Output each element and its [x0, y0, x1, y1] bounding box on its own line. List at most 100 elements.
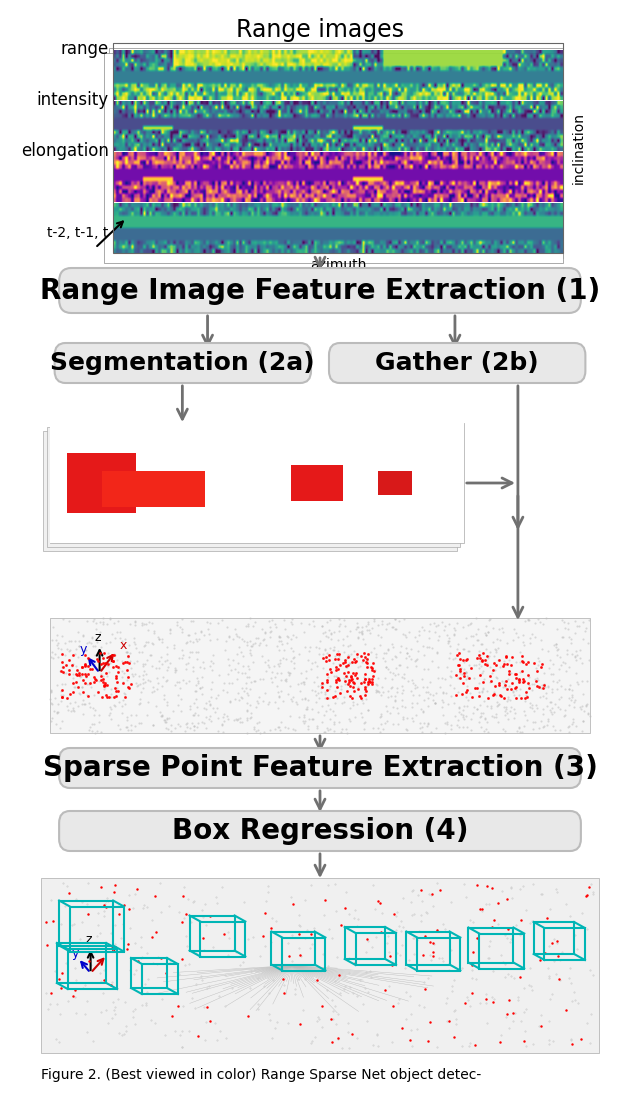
- Point: [254, 688, 264, 706]
- Point: [479, 651, 490, 669]
- Point: [117, 652, 127, 670]
- Point: [493, 639, 504, 657]
- Point: [538, 679, 548, 697]
- Point: [46, 682, 56, 700]
- Point: [511, 722, 522, 740]
- Point: [346, 644, 356, 662]
- Point: [360, 678, 370, 696]
- Point: [298, 673, 308, 691]
- Point: [442, 632, 452, 650]
- Point: [251, 722, 261, 740]
- Point: [396, 691, 406, 709]
- Point: [185, 697, 195, 715]
- Point: [47, 618, 58, 636]
- Point: [563, 718, 573, 736]
- Point: [337, 630, 348, 648]
- Point: [257, 647, 268, 664]
- Point: [328, 715, 339, 732]
- Point: [223, 657, 234, 674]
- Point: [527, 624, 538, 642]
- Point: [117, 697, 127, 715]
- Point: [109, 647, 120, 664]
- Point: [108, 646, 118, 663]
- Point: [242, 709, 252, 727]
- Point: [212, 630, 222, 648]
- Point: [239, 632, 250, 650]
- Point: [500, 677, 510, 695]
- Point: [103, 644, 113, 662]
- Point: [511, 652, 521, 670]
- Point: [456, 659, 466, 677]
- Point: [444, 614, 454, 632]
- Point: [197, 668, 207, 686]
- Point: [500, 722, 510, 740]
- Point: [527, 720, 538, 738]
- Point: [583, 634, 593, 652]
- Point: [334, 713, 344, 731]
- Point: [431, 719, 441, 737]
- Point: [353, 658, 364, 676]
- Point: [234, 710, 244, 728]
- Point: [53, 703, 63, 721]
- Point: [437, 693, 447, 711]
- Point: [499, 656, 509, 673]
- Point: [388, 663, 398, 681]
- Point: [287, 615, 297, 633]
- Point: [93, 683, 103, 701]
- Point: [524, 676, 534, 693]
- Point: [272, 678, 282, 696]
- Point: [362, 701, 372, 719]
- Point: [62, 697, 72, 715]
- Point: [418, 703, 428, 721]
- Point: [273, 632, 284, 650]
- Point: [360, 678, 371, 696]
- Point: [424, 673, 435, 691]
- Point: [170, 661, 180, 679]
- Point: [170, 677, 180, 695]
- Point: [347, 653, 357, 671]
- Point: [474, 646, 484, 663]
- Point: [89, 686, 99, 703]
- Point: [83, 687, 93, 705]
- Point: [304, 710, 314, 728]
- Point: [392, 699, 403, 717]
- Point: [328, 641, 338, 659]
- Point: [185, 643, 195, 661]
- Point: [533, 652, 543, 670]
- Point: [255, 633, 265, 651]
- Point: [274, 641, 284, 659]
- Point: [330, 695, 340, 712]
- Point: [242, 701, 252, 719]
- Point: [113, 682, 123, 700]
- Point: [160, 711, 170, 729]
- Point: [230, 690, 240, 708]
- Point: [514, 719, 524, 737]
- Point: [449, 627, 459, 644]
- Point: [348, 678, 358, 696]
- Point: [102, 615, 113, 633]
- Point: [273, 628, 284, 646]
- Point: [246, 637, 257, 654]
- Point: [221, 683, 232, 701]
- Point: [165, 654, 175, 672]
- Point: [111, 669, 122, 687]
- Point: [389, 688, 399, 706]
- Point: [223, 650, 234, 668]
- Point: [564, 689, 574, 707]
- Point: [408, 687, 419, 705]
- Point: [335, 657, 345, 674]
- Point: [547, 699, 557, 717]
- Bar: [468, 927, 513, 963]
- Point: [454, 699, 464, 717]
- Point: [81, 667, 92, 684]
- Point: [335, 683, 345, 701]
- Point: [417, 723, 427, 741]
- Point: [493, 696, 504, 713]
- Point: [328, 654, 339, 672]
- Point: [581, 696, 591, 713]
- Point: [390, 610, 400, 628]
- Point: [124, 637, 134, 654]
- Point: [509, 703, 520, 721]
- Point: [482, 647, 492, 664]
- Point: [501, 648, 511, 666]
